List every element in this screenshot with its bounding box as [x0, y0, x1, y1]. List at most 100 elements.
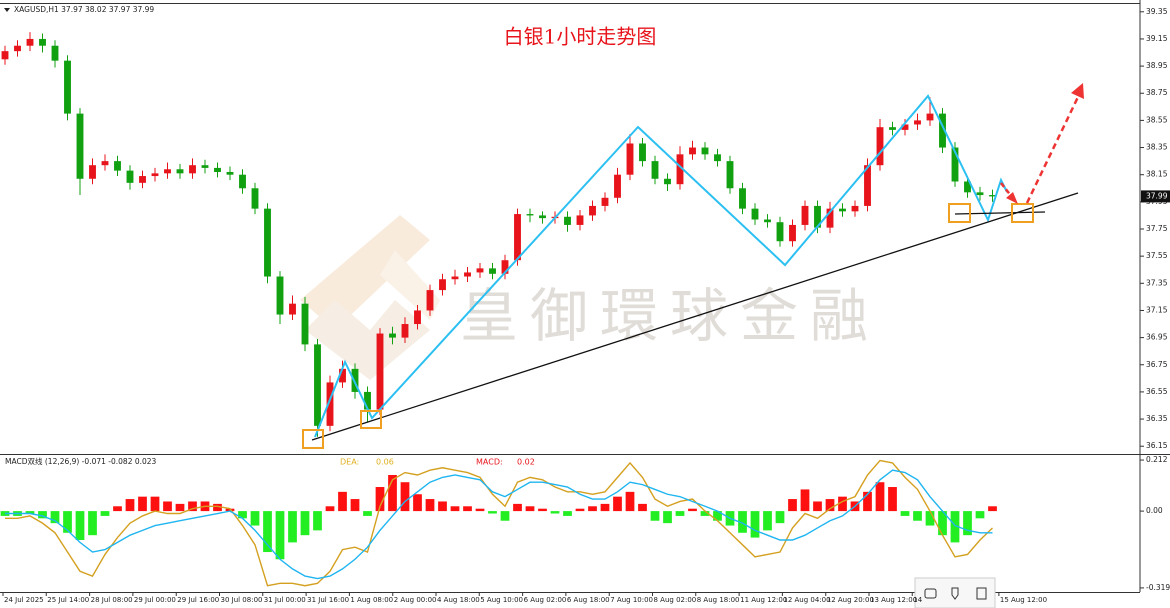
histogram-bar	[25, 511, 35, 514]
histogram-bar	[963, 511, 972, 536]
x-tick-label: 8 Aug 18:00	[697, 596, 740, 604]
forecast-arrow	[1000, 182, 1013, 198]
candle-body	[764, 219, 771, 223]
candle-body	[251, 188, 259, 209]
histogram-bar	[175, 503, 185, 512]
taskbar-icon[interactable]	[951, 587, 959, 600]
x-tick-label: 24 Jul 2025	[4, 596, 44, 604]
candle-body	[339, 368, 346, 383]
histogram-bar	[138, 496, 147, 512]
histogram-bar	[788, 499, 797, 512]
histogram-bar	[713, 511, 722, 521]
histogram-bar	[400, 482, 410, 512]
x-tick-label: 2 Aug 00:00	[394, 596, 437, 604]
candle-body	[964, 181, 971, 193]
histogram-bar	[425, 499, 435, 512]
candle-body	[526, 214, 534, 216]
candle-body	[676, 154, 684, 185]
candle-body	[101, 161, 109, 166]
taskbar-icon[interactable]	[976, 587, 987, 600]
y-tick-label: 37.15	[1146, 305, 1168, 314]
candle-body	[164, 169, 171, 174]
y-tick-label: 0.212	[1146, 455, 1168, 464]
arrow-head	[1071, 83, 1084, 99]
symbol-header: XAGUSD,H1 37.97 38.02 37.97 37.99	[14, 5, 154, 14]
x-tick-label: 4 Aug 18:00	[437, 596, 480, 604]
x-tick-label: 31 Jul 16:00	[307, 596, 349, 604]
histogram-bar	[413, 494, 422, 512]
histogram-bar	[638, 503, 647, 512]
histogram-bar	[900, 511, 910, 516]
candle-body	[451, 276, 459, 280]
candle-body	[126, 170, 134, 183]
candle-body	[539, 215, 546, 219]
y-tick-label: 36.95	[1146, 333, 1168, 342]
histogram-bar	[125, 499, 135, 512]
x-tick-label: 1 Aug 08:00	[350, 596, 393, 604]
histogram-bar	[325, 506, 335, 512]
histogram-bar	[163, 501, 172, 512]
candle-body	[326, 382, 334, 426]
histogram-bar	[225, 508, 235, 512]
histogram-bar	[550, 511, 560, 514]
histogram-bar	[763, 511, 772, 531]
x-tick-label: 13 Aug 12:00	[870, 596, 917, 604]
histogram-bar	[438, 501, 447, 512]
candle-body	[476, 268, 484, 273]
candle-body	[951, 147, 959, 182]
taskbar	[914, 577, 996, 608]
histogram-bar	[775, 511, 785, 524]
histogram-bar	[63, 511, 72, 533]
candle-body	[26, 38, 34, 46]
x-tick-label: 12 Aug 04:00	[783, 596, 830, 604]
menu-icon[interactable]	[4, 8, 10, 12]
y-tick-label: 38.35	[1146, 143, 1168, 152]
histogram-bar	[363, 511, 372, 516]
histogram-bar	[450, 506, 460, 512]
last-price-label: 37.99	[1146, 191, 1168, 200]
taskbar-icon[interactable]	[924, 588, 937, 599]
histogram-bar	[500, 511, 510, 521]
candle-body	[51, 45, 59, 61]
histogram-bar	[950, 511, 960, 543]
x-tick-label: 6 Aug 18:00	[567, 596, 610, 604]
candle-body	[639, 143, 646, 162]
y-tick-label: 37.55	[1146, 251, 1168, 260]
y-tick-label: 38.55	[1146, 115, 1168, 124]
histogram-bar	[863, 491, 872, 512]
y-tick-label: 36.35	[1146, 414, 1168, 423]
histogram-bar	[100, 511, 110, 516]
histogram-bar	[150, 496, 160, 512]
histogram-bar	[350, 499, 360, 512]
candle-body	[589, 205, 596, 216]
last-price-box	[1141, 190, 1170, 203]
histogram-bar	[463, 506, 472, 512]
histogram-bar	[238, 511, 247, 519]
histogram-bar	[625, 491, 635, 512]
y-tick-label: 39.35	[1146, 7, 1168, 16]
histogram-bar	[313, 511, 322, 531]
y-tick-label: 38.95	[1146, 61, 1168, 70]
candle-body	[114, 161, 121, 171]
histogram-bar	[675, 511, 685, 516]
indicator-value: 0.06	[376, 458, 394, 467]
histogram-bar	[250, 511, 260, 526]
candle-body	[489, 268, 496, 274]
candle-body	[801, 205, 809, 225]
histogram-bar	[188, 501, 197, 512]
drawings	[302, 83, 1084, 449]
x-tick-label: 5 Aug 10:00	[480, 596, 523, 604]
candle-body	[139, 176, 146, 183]
histogram-bar	[600, 503, 610, 512]
histogram-bar	[663, 511, 672, 524]
candle-body	[776, 222, 784, 242]
y-tick-label: 38.75	[1146, 88, 1168, 97]
candle-body	[264, 208, 271, 277]
candle-body	[601, 197, 609, 206]
candle-body	[651, 161, 659, 179]
indicator-label: MACD双线 (12,26,9) -0.071 -0.082 0.023	[5, 456, 157, 466]
histogram-bar	[525, 506, 535, 512]
candle-body	[564, 216, 571, 225]
histogram-bar	[388, 474, 397, 512]
x-tick-label: 12 Aug 20:00	[827, 596, 874, 604]
